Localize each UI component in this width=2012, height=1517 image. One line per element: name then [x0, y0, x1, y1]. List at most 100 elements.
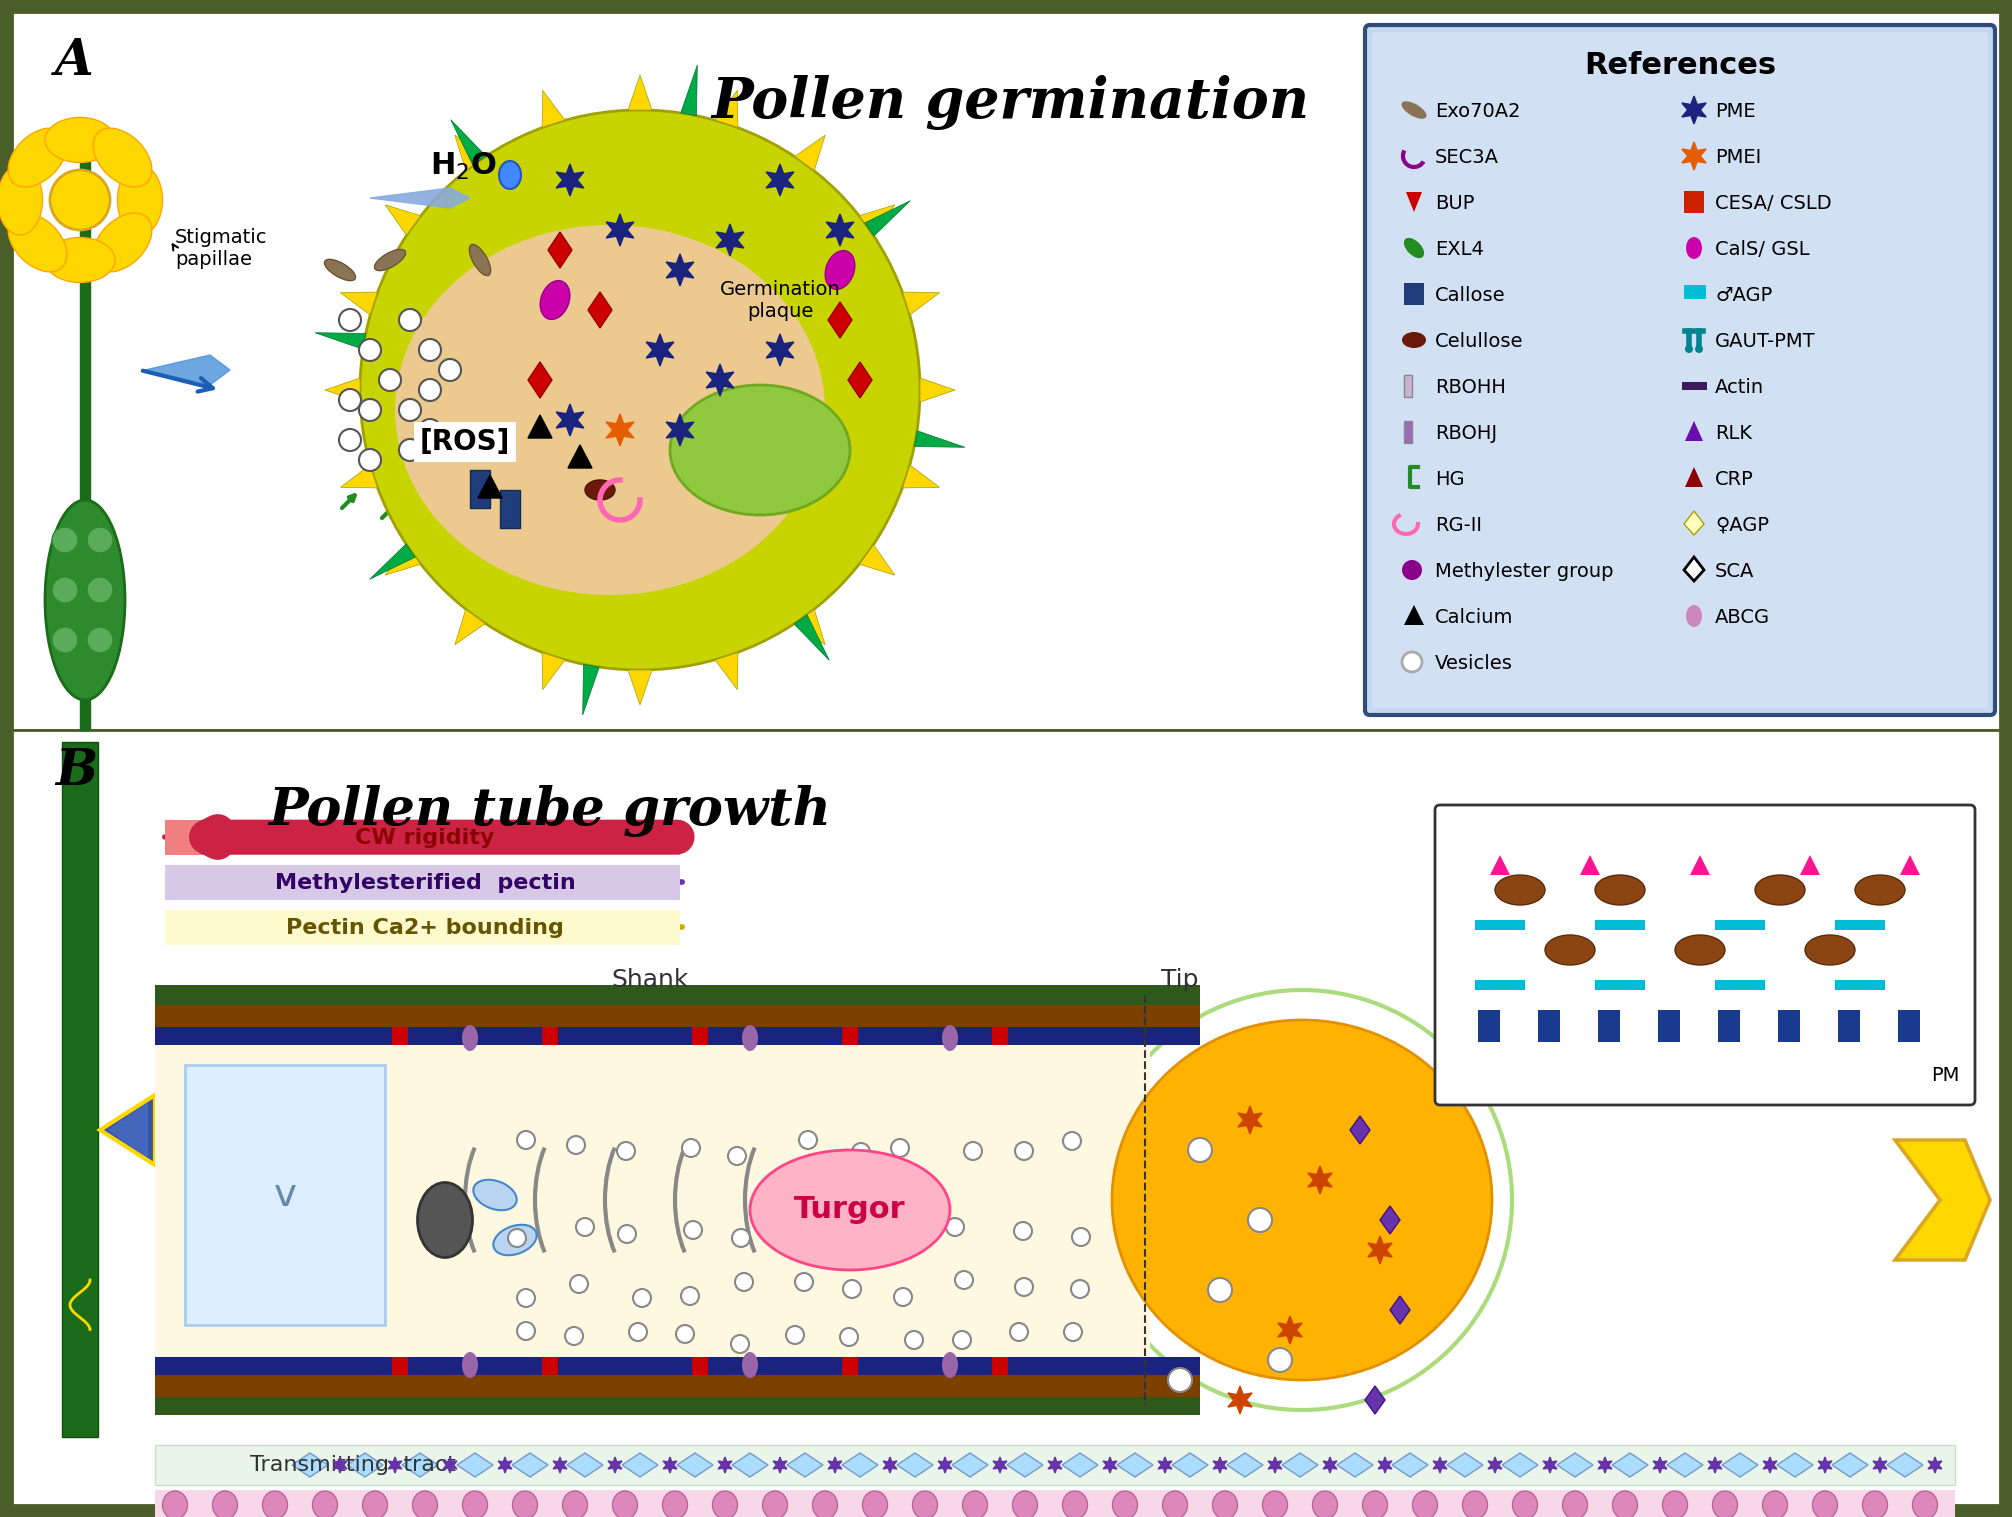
Ellipse shape — [93, 127, 151, 187]
Circle shape — [523, 1217, 541, 1235]
Ellipse shape — [1712, 1491, 1738, 1517]
Polygon shape — [1684, 467, 1702, 487]
Ellipse shape — [1545, 934, 1596, 965]
Polygon shape — [718, 1456, 732, 1473]
Polygon shape — [1237, 1106, 1262, 1135]
Ellipse shape — [1855, 875, 1905, 906]
Text: RLK: RLK — [1714, 423, 1752, 443]
Circle shape — [956, 1286, 974, 1305]
Circle shape — [783, 1338, 801, 1356]
Polygon shape — [714, 652, 738, 690]
Ellipse shape — [463, 1352, 479, 1377]
Polygon shape — [1579, 856, 1600, 875]
Bar — [155, 1027, 1199, 1045]
Circle shape — [1268, 1349, 1292, 1371]
Ellipse shape — [1402, 102, 1427, 118]
Ellipse shape — [163, 1491, 187, 1517]
Ellipse shape — [1676, 934, 1724, 965]
Text: Methylesterified  pectin: Methylesterified pectin — [274, 872, 575, 894]
Circle shape — [728, 1336, 746, 1355]
Ellipse shape — [1402, 332, 1427, 347]
Polygon shape — [1557, 1453, 1594, 1478]
Circle shape — [1018, 1271, 1036, 1289]
Polygon shape — [767, 164, 795, 196]
Polygon shape — [773, 1456, 787, 1473]
Ellipse shape — [8, 127, 66, 187]
Bar — [392, 1358, 408, 1374]
Bar — [1475, 919, 1525, 930]
Ellipse shape — [1754, 875, 1805, 906]
Polygon shape — [583, 664, 600, 715]
Polygon shape — [527, 363, 551, 397]
Circle shape — [1247, 1208, 1272, 1232]
Polygon shape — [795, 614, 829, 660]
Bar — [1714, 980, 1765, 991]
Ellipse shape — [1563, 1491, 1587, 1517]
Polygon shape — [1598, 1456, 1612, 1473]
Circle shape — [575, 1327, 594, 1346]
Circle shape — [52, 627, 78, 652]
Bar — [1714, 919, 1765, 930]
Ellipse shape — [362, 1491, 388, 1517]
Ellipse shape — [1262, 1491, 1288, 1517]
Polygon shape — [1406, 193, 1422, 212]
Bar — [1404, 375, 1412, 397]
Polygon shape — [370, 188, 471, 208]
Polygon shape — [449, 425, 473, 448]
Ellipse shape — [813, 1491, 837, 1517]
Polygon shape — [588, 291, 612, 328]
Ellipse shape — [1686, 237, 1702, 259]
Bar — [155, 1045, 1151, 1358]
Ellipse shape — [1612, 1491, 1638, 1517]
Polygon shape — [455, 135, 485, 170]
Polygon shape — [847, 363, 871, 397]
Polygon shape — [1392, 1453, 1429, 1478]
Polygon shape — [1668, 1453, 1702, 1478]
Polygon shape — [994, 1456, 1006, 1473]
Polygon shape — [1447, 1453, 1483, 1478]
Circle shape — [360, 111, 919, 671]
Circle shape — [1207, 1277, 1231, 1302]
Polygon shape — [938, 1456, 952, 1473]
Bar — [992, 1027, 1008, 1045]
Circle shape — [1064, 1283, 1082, 1302]
Ellipse shape — [463, 1491, 487, 1517]
Ellipse shape — [1763, 1491, 1787, 1517]
Circle shape — [1006, 1229, 1022, 1247]
Text: References: References — [1583, 50, 1777, 79]
Ellipse shape — [742, 1352, 759, 1377]
Polygon shape — [767, 334, 795, 366]
Circle shape — [903, 1283, 921, 1302]
Circle shape — [563, 1280, 581, 1299]
Text: CESA/ CSLD: CESA/ CSLD — [1714, 194, 1831, 212]
Polygon shape — [1489, 1456, 1501, 1473]
Text: CW rigidity: CW rigidity — [356, 828, 495, 848]
Polygon shape — [388, 1456, 402, 1473]
Circle shape — [1064, 1150, 1082, 1168]
Polygon shape — [1887, 1453, 1923, 1478]
Polygon shape — [1278, 1317, 1302, 1344]
Circle shape — [899, 1224, 917, 1242]
Text: ♀AGP: ♀AGP — [1714, 516, 1769, 534]
Circle shape — [630, 1277, 648, 1296]
Bar — [165, 865, 680, 900]
Circle shape — [958, 1139, 976, 1157]
Bar — [541, 1027, 557, 1045]
Text: Methylester group: Methylester group — [1435, 561, 1614, 581]
Text: Pollen tube growth: Pollen tube growth — [268, 784, 831, 837]
Bar — [541, 1358, 557, 1374]
Ellipse shape — [1062, 1491, 1088, 1517]
Circle shape — [1169, 1368, 1191, 1393]
Circle shape — [418, 379, 441, 400]
Polygon shape — [1927, 1456, 1942, 1473]
Circle shape — [439, 360, 461, 381]
Polygon shape — [1006, 1453, 1042, 1478]
Bar — [12, 12, 2000, 730]
Polygon shape — [787, 1453, 823, 1478]
Ellipse shape — [612, 1491, 638, 1517]
Ellipse shape — [513, 1491, 537, 1517]
Circle shape — [1694, 344, 1702, 353]
Polygon shape — [1062, 1453, 1099, 1478]
Ellipse shape — [1813, 1491, 1837, 1517]
Circle shape — [732, 1227, 750, 1245]
